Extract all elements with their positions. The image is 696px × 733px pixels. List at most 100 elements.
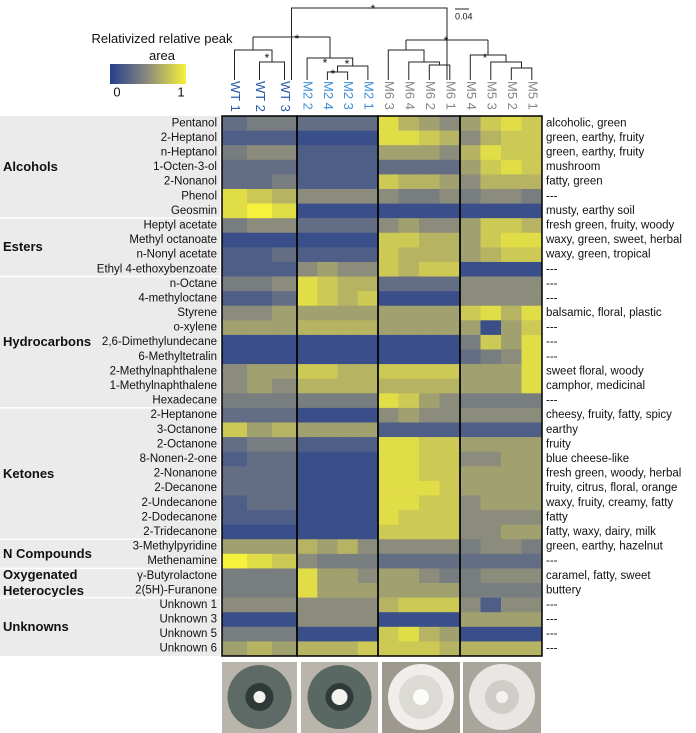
heatmap-cell — [501, 232, 522, 248]
heatmap-cell — [460, 320, 481, 336]
heatmap-cell — [521, 116, 543, 131]
heatmap-cell — [501, 174, 522, 190]
heatmap-cell — [337, 305, 359, 321]
heatmap-cell — [378, 466, 399, 482]
heatmap-cell — [521, 188, 543, 204]
heatmap-cell — [439, 364, 461, 380]
column-label: M2 4 — [321, 81, 336, 110]
row-group: Ketones — [3, 466, 54, 481]
heatmap-cell — [297, 597, 318, 613]
row-label: 3-Octanone — [157, 424, 217, 436]
heatmap-cell — [480, 349, 502, 365]
heatmap-cell — [501, 116, 522, 131]
heatmap-cell — [501, 597, 522, 613]
descriptor: caramel, fatty, sweet — [546, 570, 651, 582]
heatmap-cell — [297, 407, 318, 423]
heatmap-cell — [480, 305, 502, 321]
heatmap-cell — [480, 568, 502, 584]
heatmap-cell — [247, 364, 273, 380]
heatmap-cell — [419, 641, 440, 657]
heatmap-cell — [521, 218, 543, 234]
heatmap-cell — [247, 553, 273, 569]
heatmap-cell — [521, 349, 543, 365]
heatmap-cell — [317, 597, 338, 613]
heatmap-cell — [337, 568, 359, 584]
heatmap-cell — [378, 553, 399, 569]
heatmap-cell — [297, 641, 318, 657]
descriptor: --- — [546, 336, 558, 348]
heatmap-cell — [222, 334, 248, 350]
heatmap-cell — [419, 291, 440, 307]
descriptor: green, earthy, fruity — [546, 132, 644, 144]
heatmap-cell — [501, 437, 522, 452]
heatmap-cell — [357, 247, 379, 263]
heatmap-cell — [419, 334, 440, 350]
heatmap-cell — [439, 159, 461, 175]
heatmap-cell — [480, 159, 502, 175]
descriptor: fruity — [546, 438, 571, 450]
row-group: Alcohols — [3, 159, 58, 174]
heatmap-cell — [378, 378, 399, 394]
heatmap-cell — [222, 218, 248, 234]
heatmap-cell — [337, 393, 359, 409]
descriptor: --- — [546, 322, 558, 334]
heatmap-cell — [521, 597, 543, 613]
heatmap-cell — [480, 116, 502, 131]
heatmap-cell — [272, 451, 298, 467]
heatmap-cell — [439, 349, 461, 365]
heatmap-cell — [419, 218, 440, 234]
heatmap-cell — [337, 422, 359, 438]
heatmap-cell — [398, 145, 420, 161]
heatmap-cell — [357, 261, 379, 277]
heatmap-cell — [222, 553, 248, 569]
heatmap-cell — [297, 364, 318, 380]
heatmap-cell — [272, 247, 298, 263]
heatmap-cell — [317, 451, 338, 467]
heatmap-cell — [357, 510, 379, 525]
petri-dishes — [222, 662, 541, 733]
heatmap-cell — [317, 291, 338, 307]
heatmap-cell — [419, 407, 440, 423]
heatmap-cell — [272, 510, 298, 525]
heatmap-cell — [439, 422, 461, 438]
row-label: Unknown 6 — [159, 643, 217, 655]
heatmap-cell — [297, 203, 318, 219]
heatmap-cell — [439, 232, 461, 248]
heatmap-cell — [357, 553, 379, 569]
heatmap-cell — [272, 305, 298, 321]
heatmap-cell — [460, 364, 481, 380]
heatmap-cell — [439, 480, 461, 496]
heatmap-cell — [419, 612, 440, 628]
heatmap-cell — [272, 466, 298, 482]
heatmap-cell — [521, 451, 543, 467]
heatmap-cell — [419, 568, 440, 584]
row-label: Unknown 1 — [159, 599, 217, 611]
heatmap-cell — [337, 451, 359, 467]
heatmap-cell — [317, 583, 338, 598]
heatmap-cell — [337, 437, 359, 452]
heatmap-cell — [439, 495, 461, 511]
heatmap-cell — [247, 539, 273, 555]
row-label: 6-Methyltetralin — [138, 351, 217, 363]
descriptor: mushroom — [546, 161, 600, 173]
heatmap-cell — [460, 597, 481, 613]
heatmap-cell — [317, 320, 338, 336]
heatmap-cell — [297, 539, 318, 555]
heatmap-cell — [317, 641, 338, 657]
heatmap-cell — [222, 612, 248, 628]
heatmap-cell — [317, 276, 338, 292]
heatmap-cell — [521, 291, 543, 307]
row-label: Styrene — [177, 307, 217, 319]
column-label: M2 1 — [361, 81, 376, 110]
column-label: M5 1 — [525, 81, 540, 110]
heatmap-cell — [460, 568, 481, 584]
heatmap-cell — [378, 116, 399, 131]
heatmap-cell — [272, 539, 298, 555]
heatmap-cell — [501, 305, 522, 321]
descriptor: --- — [546, 599, 558, 611]
heatmap-cell — [272, 583, 298, 598]
heatmap-cell — [297, 159, 318, 175]
heatmap-cell — [337, 130, 359, 146]
heatmap-cell — [378, 247, 399, 263]
heatmap-cell — [337, 276, 359, 292]
